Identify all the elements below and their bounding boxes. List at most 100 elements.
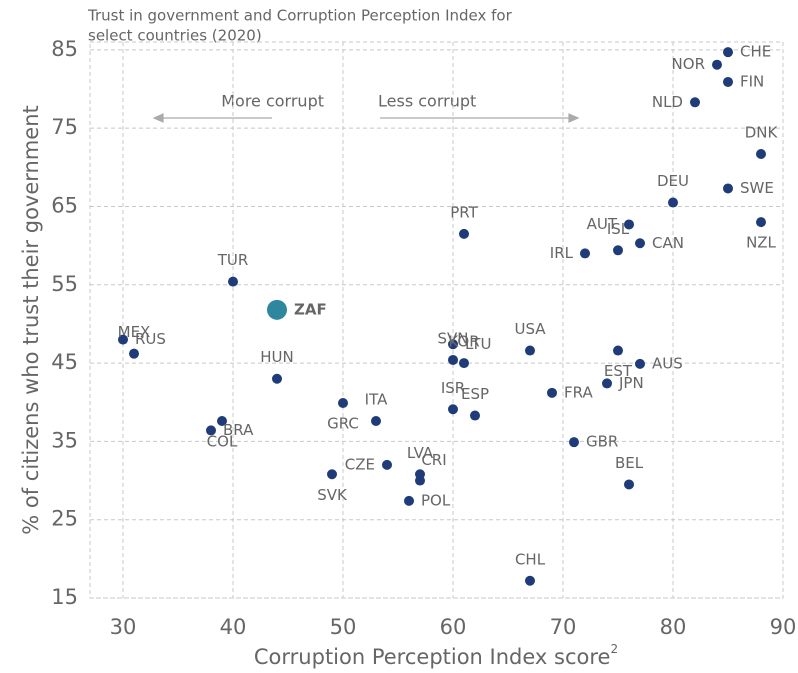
point [613, 245, 623, 256]
point [459, 228, 469, 239]
arrowhead-left [152, 113, 164, 123]
point-label: EST [604, 362, 633, 380]
point [756, 148, 766, 159]
point [756, 217, 766, 228]
point [723, 47, 733, 58]
point-label: DEU [657, 172, 689, 190]
point [525, 345, 535, 356]
point [624, 479, 634, 490]
point-label: FIN [740, 72, 764, 90]
point-label: ISL [607, 220, 630, 238]
point [723, 76, 733, 87]
y-tick-label: 65 [51, 193, 78, 217]
point [723, 183, 733, 194]
point-label: ZAF [294, 300, 327, 318]
point-label: GRC [327, 415, 359, 433]
point-label: LTU [465, 335, 491, 353]
point-label: TUR [217, 251, 249, 269]
point-label: USA [514, 320, 546, 338]
y-tick-label: 35 [51, 428, 78, 452]
point [635, 358, 645, 369]
point [613, 345, 623, 356]
point [404, 495, 414, 506]
y-tick-label: 85 [51, 37, 78, 61]
x-tick-label: 90 [770, 615, 797, 639]
point-label: CRI [421, 451, 446, 469]
point [415, 475, 425, 486]
point-label: ESP [461, 385, 489, 403]
chart-title: select countries (2020) [88, 27, 262, 45]
y-tick-label: 15 [51, 585, 78, 609]
point-label: DNK [745, 123, 779, 141]
point-label: COL [207, 433, 238, 451]
point [470, 410, 480, 421]
point-label: SVN [437, 329, 468, 347]
point-label: GBR [586, 433, 618, 451]
point-label: NZL [746, 234, 776, 252]
point [624, 219, 634, 230]
annotation: More corrupt [221, 92, 324, 111]
point [569, 437, 579, 448]
point [602, 378, 612, 389]
point [580, 248, 590, 259]
point-label: CHL [515, 550, 546, 568]
point [690, 97, 700, 108]
point-label: LVA [407, 444, 434, 462]
point [448, 404, 458, 415]
x-tick-label: 80 [660, 615, 687, 639]
point-label: NOR [672, 55, 705, 73]
point [448, 339, 458, 350]
x-axis-label-text: Corruption Perception Index score [254, 645, 611, 669]
point-label: FRA [564, 383, 593, 401]
x-axis-label-superscript: 2 [610, 642, 618, 656]
point [129, 348, 139, 359]
annotation: Less corrupt [378, 92, 476, 111]
point [382, 459, 392, 470]
y-tick-label: 45 [51, 350, 78, 374]
point [118, 334, 128, 345]
point-label: AUT [587, 215, 618, 233]
point-label: MEX [118, 323, 151, 341]
y-tick-label: 55 [51, 272, 78, 296]
point-label: BEL [615, 454, 644, 472]
point-label: RUS [135, 330, 166, 348]
point [668, 197, 678, 208]
x-tick-label: 40 [220, 615, 247, 639]
point [272, 373, 282, 384]
point [338, 398, 348, 409]
y-tick-label: 25 [51, 507, 78, 531]
point [547, 387, 557, 398]
point [228, 276, 238, 287]
point [327, 469, 337, 480]
point [712, 59, 722, 70]
point-label: SWE [740, 179, 774, 197]
point-label: BRA [223, 421, 254, 439]
point [217, 416, 227, 427]
point [459, 358, 469, 369]
point [448, 354, 458, 365]
chart-title: Trust in government and Corruption Perce… [87, 7, 513, 25]
x-tick-label: 50 [330, 615, 357, 639]
arrowhead-right [568, 113, 580, 123]
x-tick-label: 30 [110, 615, 137, 639]
point-label: ITA [365, 391, 388, 409]
point-label: KOR [448, 333, 479, 351]
point-label: POL [421, 491, 451, 509]
point-label: CHE [740, 43, 771, 61]
point [371, 416, 381, 427]
x-tick-label: 70 [550, 615, 577, 639]
point-label: HUN [260, 348, 293, 366]
point [206, 425, 216, 436]
point [635, 238, 645, 249]
y-tick-label: 75 [51, 115, 78, 139]
point-label: CZE [345, 455, 375, 473]
point [525, 575, 535, 586]
point-label: NLD [652, 93, 683, 111]
x-axis-label: Corruption Perception Index score2 [254, 642, 618, 670]
point-label: IRL [550, 244, 574, 262]
point-label: ISR [441, 379, 465, 397]
point-label: JPN [618, 374, 644, 392]
point-label: AUS [652, 354, 683, 372]
point-label: PRT [450, 203, 478, 221]
